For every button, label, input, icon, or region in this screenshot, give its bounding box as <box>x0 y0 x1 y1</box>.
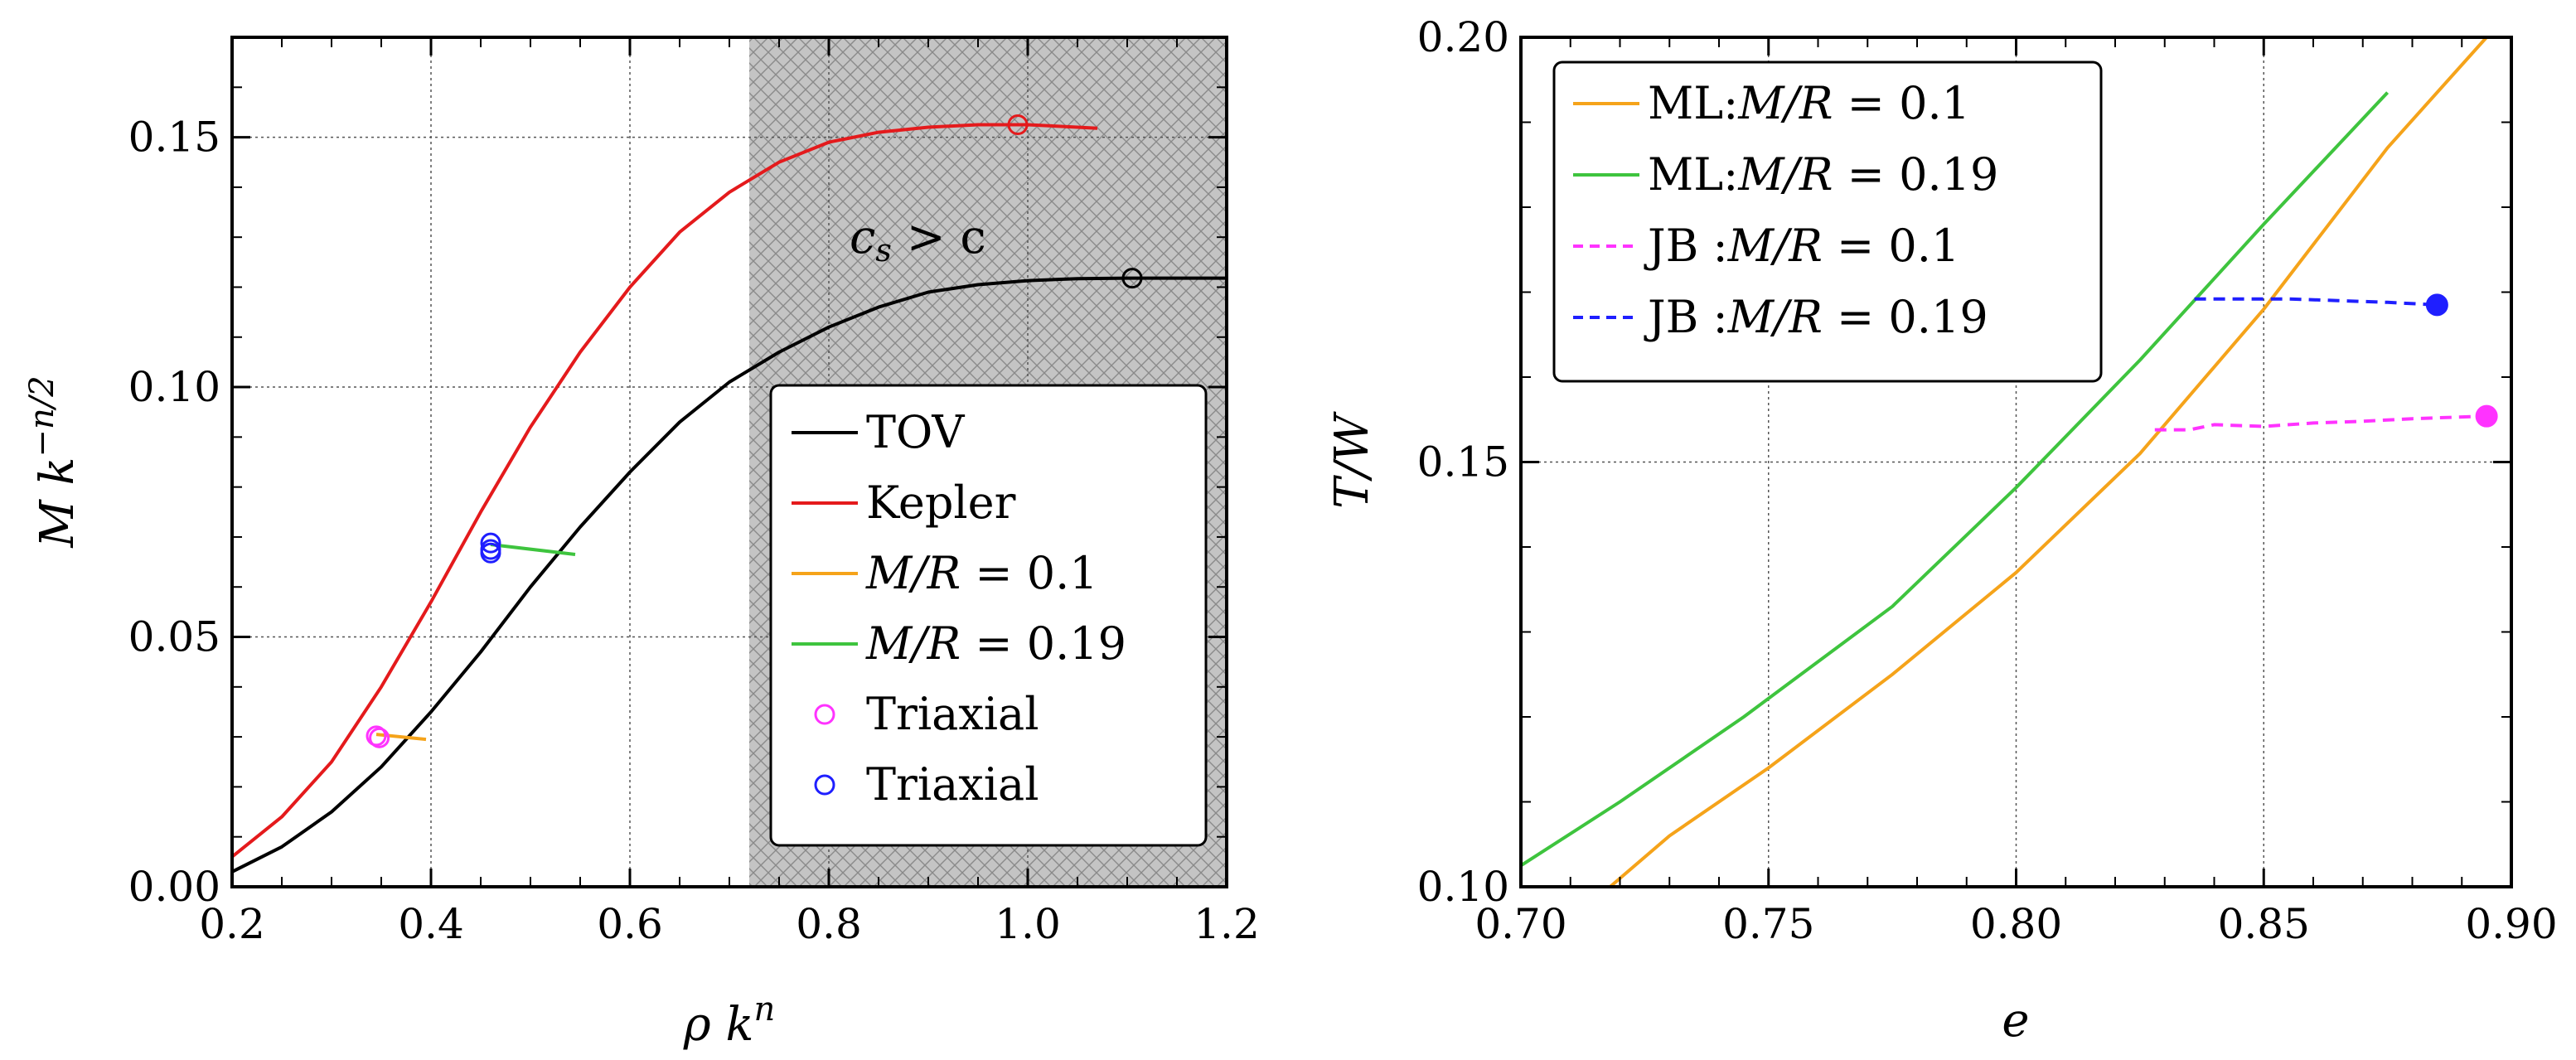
marker-jb-0.1-end <box>2475 404 2498 428</box>
x-tick-label: 0.70 <box>1474 900 1566 948</box>
series-layer <box>232 123 1227 874</box>
y-tick-label: 0.10 <box>1417 863 1509 911</box>
left-chart: 0.2 0.4 0.6 0.8 1.0 1.2 0.00 0.05 0.10 0.15 cs > … <box>23 36 1260 1052</box>
marker-Triaxial <box>369 727 390 748</box>
legend-entry: TOV <box>792 406 965 458</box>
legend-label: JB :M/R = 0.19 <box>1644 291 1988 343</box>
tick-labels: 0.2 0.4 0.6 0.8 1.0 1.2 0.00 0.05 0.10 0.15 <box>128 114 1260 948</box>
shade-annotation: cs > c <box>850 211 986 269</box>
legend-entry: ML:M/R = 0.19 <box>1573 148 1998 201</box>
legend-label: Triaxial <box>866 688 1039 740</box>
legend-label: ML:M/R = 0.1 <box>1648 77 1970 129</box>
legend-box <box>1552 61 2103 383</box>
y-tick-label: 0.00 <box>128 863 220 911</box>
marker-tov-max <box>1121 268 1143 289</box>
y-tick-label: 0.15 <box>128 114 220 162</box>
legend-label: M/R = 0.19 <box>865 617 1126 670</box>
series-line-1 <box>1521 91 2390 868</box>
x-tick-label: 0.8 <box>796 900 862 948</box>
legend-entry: JB :M/R = 0.1 <box>1573 220 1959 272</box>
series-line-1 <box>232 123 1098 859</box>
marker-Triaxial <box>480 542 501 564</box>
x-tick-label: 0.4 <box>398 900 464 948</box>
legend-entry: M/R = 0.19 <box>792 617 1126 670</box>
legend-marker <box>814 704 835 725</box>
legend: TOV Kepler M/R = 0.1 M/R = 0.19 Triaxial Tria… <box>769 384 1208 847</box>
legend-entry: Kepler <box>792 477 1016 529</box>
series-line-3 <box>490 543 576 556</box>
marker-layer <box>366 114 1143 748</box>
legend-box <box>769 384 1208 847</box>
x-tick-label: 1.2 <box>1194 900 1260 948</box>
legend-entry: JB :M/R = 0.19 <box>1573 291 1988 343</box>
y-axis-label: M k−n/2 <box>23 375 85 548</box>
series-line-0 <box>232 276 1227 874</box>
tick-marks <box>230 36 1228 888</box>
x-tick-label: 0.90 <box>2465 900 2557 948</box>
series-layer <box>1521 37 2488 887</box>
marker-Triaxial <box>480 532 501 554</box>
x-axis-label: ρ kn <box>683 990 775 1052</box>
x-tick-label: 0.75 <box>1722 900 1814 948</box>
legend-label: TOV <box>866 406 965 458</box>
y-tick-label: 0.10 <box>128 363 220 411</box>
x-tick-label: 0.80 <box>1970 900 2062 948</box>
series-line-0 <box>1609 37 2488 887</box>
legend: ML:M/R = 0.1 ML:M/R = 0.19 JB :M/R = 0.1 JB… <box>1552 61 2103 383</box>
marker-jb-0.19-end <box>2425 293 2448 317</box>
x-tick-label: 0.6 <box>597 900 663 948</box>
legend-label: JB :M/R = 0.1 <box>1644 220 1959 272</box>
legend-entry: ML:M/R = 0.1 <box>1573 77 1970 129</box>
marker-Triaxial <box>366 725 387 747</box>
legend-marker <box>814 774 835 796</box>
x-tick-label: 0.85 <box>2218 900 2310 948</box>
y-tick-label: 0.20 <box>1417 13 1509 61</box>
y-tick-label: 0.15 <box>1417 438 1509 486</box>
series-line-2 <box>2154 414 2487 432</box>
x-tick-label: 0.2 <box>199 900 265 948</box>
legend-label: Triaxial <box>866 758 1039 811</box>
legend-entry: M/R = 0.1 <box>792 547 1098 599</box>
y-axis-label: T/W <box>1325 411 1379 509</box>
right-chart: 0.70 0.75 0.80 0.85 0.90 0.10 0.15 0.20 e T/W M… <box>1325 13 2558 1048</box>
legend-entry: Triaxial <box>814 688 1039 740</box>
tick-marks <box>1519 36 2513 888</box>
y-tick-label: 0.05 <box>128 613 220 661</box>
legend-label: Kepler <box>866 477 1016 529</box>
legend-label: ML:M/R = 0.19 <box>1648 148 1998 201</box>
legend-label: M/R = 0.1 <box>865 547 1098 599</box>
marker-kepler-max <box>1007 114 1029 136</box>
marker-layer <box>2425 293 2498 428</box>
x-axis-label: e <box>2002 994 2029 1048</box>
series-line-3 <box>2194 297 2438 307</box>
legend-entry: Triaxial <box>814 758 1039 811</box>
x-tick-label: 1.0 <box>995 900 1061 948</box>
tick-labels: 0.70 0.75 0.80 0.85 0.90 0.10 0.15 0.20 <box>1417 13 2558 948</box>
